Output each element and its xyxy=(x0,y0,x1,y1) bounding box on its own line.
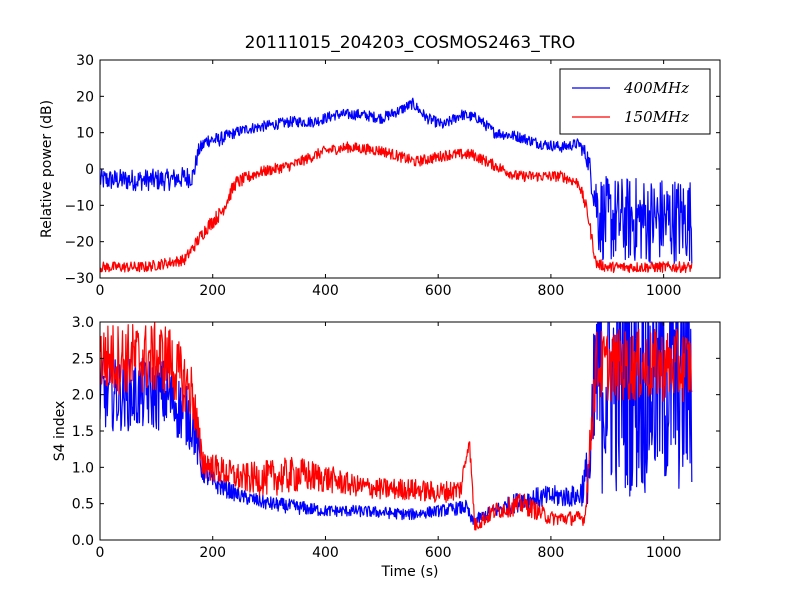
x-tick-label: 1000 xyxy=(646,545,682,561)
bottom-y-axis-label: S4 index xyxy=(52,401,68,462)
x-tick-label: 200 xyxy=(199,545,226,561)
y-tick-label: −20 xyxy=(64,235,94,251)
top-y-axis-label: Relative power (dB) xyxy=(39,100,55,238)
y-tick-label: 20 xyxy=(76,89,94,105)
x-tick-label: 400 xyxy=(312,283,339,299)
x-tick-label: 600 xyxy=(425,545,452,561)
x-tick-label: 0 xyxy=(96,545,105,561)
top-plot-area xyxy=(100,97,693,274)
y-tick-label: 10 xyxy=(76,126,94,142)
series-line-400mhz xyxy=(100,97,693,264)
y-tick-label: 30 xyxy=(76,53,94,69)
y-tick-label: 2.5 xyxy=(72,351,94,367)
chart-title: 20111015_204203_COSMOS2463_TRO xyxy=(245,33,576,53)
y-tick-label: 0.5 xyxy=(72,497,94,513)
x-tick-label: 600 xyxy=(425,283,452,299)
y-tick-label: 2.0 xyxy=(72,388,94,404)
y-tick-label: −10 xyxy=(64,198,94,214)
x-axis-label: Time (s) xyxy=(381,564,439,580)
legend: 400MHz 150MHz xyxy=(559,68,711,135)
legend-label-150mhz: 150MHz xyxy=(624,108,689,126)
legend-label-400mhz: 400MHz xyxy=(623,79,689,97)
bottom-axes: 0 200 400 600 800 1000 0.0 0.5 1.0 1.5 2.0 2.5 3.0 S… xyxy=(52,315,721,580)
x-tick-label: 200 xyxy=(199,283,226,299)
x-tick-label: 400 xyxy=(312,545,339,561)
x-tick-label: 0 xyxy=(96,283,105,299)
y-tick-label: 1.5 xyxy=(72,424,94,440)
y-tick-label: 0.0 xyxy=(72,533,94,549)
x-tick-label: 1000 xyxy=(646,283,682,299)
y-tick-label: −30 xyxy=(64,271,94,287)
series-line-150mhz xyxy=(100,141,693,274)
legend-box xyxy=(559,68,711,135)
y-tick-label: 3.0 xyxy=(72,315,94,331)
y-tick-label: 1.0 xyxy=(72,460,94,476)
x-tick-label: 800 xyxy=(538,283,565,299)
y-tick-label: 0 xyxy=(85,162,94,178)
top-axes: 0 200 400 600 800 1000 −30 −20 −10 0 10 20 30 Relati… xyxy=(39,53,721,299)
x-tick-label: 800 xyxy=(538,545,565,561)
series-line-150mhz xyxy=(100,322,693,531)
bottom-plot-area xyxy=(100,322,693,531)
